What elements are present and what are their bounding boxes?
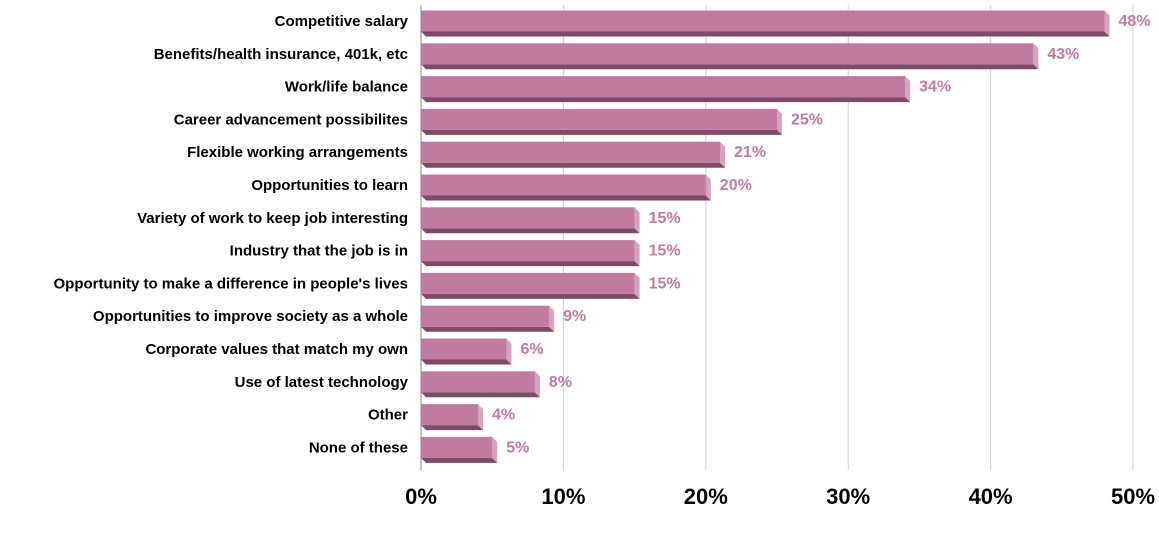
x-tick-label: 30% <box>826 484 870 509</box>
bar-bottom-face <box>421 228 640 234</box>
x-tick-label: 50% <box>1111 484 1155 509</box>
bar-bottom-face <box>421 425 483 431</box>
category-label: Variety of work to keep job interesting <box>137 210 408 227</box>
bar-side-face <box>634 207 640 234</box>
category-label: Opportunities to improve society as a wh… <box>93 308 408 325</box>
category-label: Career advancement possibilites <box>174 111 408 128</box>
bar-bottom-face <box>421 195 711 201</box>
bar <box>421 207 640 234</box>
bar-side-face <box>477 404 483 431</box>
bar <box>421 404 483 431</box>
value-label: 15% <box>649 210 681 227</box>
bar-side-face <box>705 174 711 201</box>
bar-front-face <box>421 240 635 262</box>
bar-front-face <box>421 10 1105 32</box>
bar <box>421 272 640 299</box>
bar <box>421 10 1110 37</box>
value-label: 8% <box>549 374 572 391</box>
bar <box>421 108 782 135</box>
bar <box>421 338 512 365</box>
bar-bottom-face <box>421 31 1110 37</box>
bar-side-face <box>634 240 640 267</box>
bar-bottom-face <box>421 392 540 398</box>
bar-side-face <box>1033 43 1039 70</box>
bar-side-face <box>549 305 555 332</box>
gridlines <box>420 5 1134 470</box>
category-label: Benefits/health insurance, 401k, etc <box>154 46 408 63</box>
bar-front-face <box>421 207 635 229</box>
value-label: 4% <box>492 407 515 424</box>
value-label: 6% <box>520 341 543 358</box>
x-tick-label: 10% <box>541 484 585 509</box>
bar <box>421 305 555 332</box>
category-label: Flexible working arrangements <box>187 144 408 161</box>
category-label: Work/life balance <box>285 79 408 96</box>
bar-side-face <box>534 371 540 398</box>
bar-side-face <box>905 76 911 103</box>
bar-front-face <box>421 174 706 196</box>
category-label: Opportunities to learn <box>251 177 408 194</box>
bar-bottom-face <box>421 129 782 135</box>
bar-front-face <box>421 371 535 393</box>
bar <box>421 240 640 267</box>
x-tick-label: 0% <box>405 484 437 509</box>
bars <box>421 10 1110 463</box>
category-label: Use of latest technology <box>235 374 409 391</box>
bar-front-face <box>421 108 777 130</box>
bar <box>421 174 711 201</box>
bar-bottom-face <box>421 261 640 267</box>
category-label: Competitive salary <box>275 13 409 30</box>
value-labels: 48% 43% 34% 25% 21% 20% 15% 15% 15% 9% 6% 8% 4% 5% <box>492 13 1151 456</box>
value-label: 48% <box>1119 13 1151 30</box>
value-label: 15% <box>649 275 681 292</box>
value-label: 15% <box>649 243 681 260</box>
bar-side-face <box>492 436 498 463</box>
bar <box>421 436 498 463</box>
bar-front-face <box>421 436 493 458</box>
value-label: 20% <box>720 177 752 194</box>
category-label: Industry that the job is in <box>230 243 408 260</box>
bar-front-face <box>421 305 550 327</box>
bar-side-face <box>777 108 782 135</box>
value-label: 9% <box>563 308 586 325</box>
bar-bottom-face <box>421 326 555 332</box>
x-tick-label: 40% <box>969 484 1013 509</box>
value-label: 43% <box>1047 46 1079 63</box>
bar-bottom-face <box>421 359 512 365</box>
value-label: 25% <box>791 111 823 128</box>
bar-bottom-face <box>421 293 640 299</box>
bar-front-face <box>421 141 721 163</box>
bar-bottom-face <box>421 97 911 103</box>
category-labels: Competitive salary Benefits/health insura… <box>54 13 409 456</box>
category-label: Other <box>368 407 408 424</box>
bar <box>421 141 726 168</box>
bar-side-face <box>1104 10 1110 37</box>
category-label: Corporate values that match my own <box>145 341 408 358</box>
x-tick-label: 20% <box>684 484 728 509</box>
x-axis-ticks: 0% 10% 20% 30% 40% 50% <box>405 484 1155 509</box>
bar <box>421 371 540 398</box>
bar-bottom-face <box>421 64 1039 70</box>
bar <box>421 76 911 103</box>
bar-front-face <box>421 338 507 360</box>
category-label: Opportunity to make a difference in peop… <box>54 275 409 292</box>
bar-bottom-face <box>421 162 726 168</box>
bar-side-face <box>720 141 726 168</box>
value-label: 5% <box>506 439 529 456</box>
value-label: 34% <box>919 79 951 96</box>
bar-bottom-face <box>421 457 498 463</box>
value-label: 21% <box>734 144 766 161</box>
bar-side-face <box>634 272 640 299</box>
category-label: None of these <box>309 439 408 456</box>
bar <box>421 43 1039 70</box>
bar-front-face <box>421 43 1034 65</box>
bar-front-face <box>421 76 906 98</box>
bar-side-face <box>506 338 512 365</box>
bar-front-face <box>421 404 478 426</box>
bar-front-face <box>421 272 635 294</box>
